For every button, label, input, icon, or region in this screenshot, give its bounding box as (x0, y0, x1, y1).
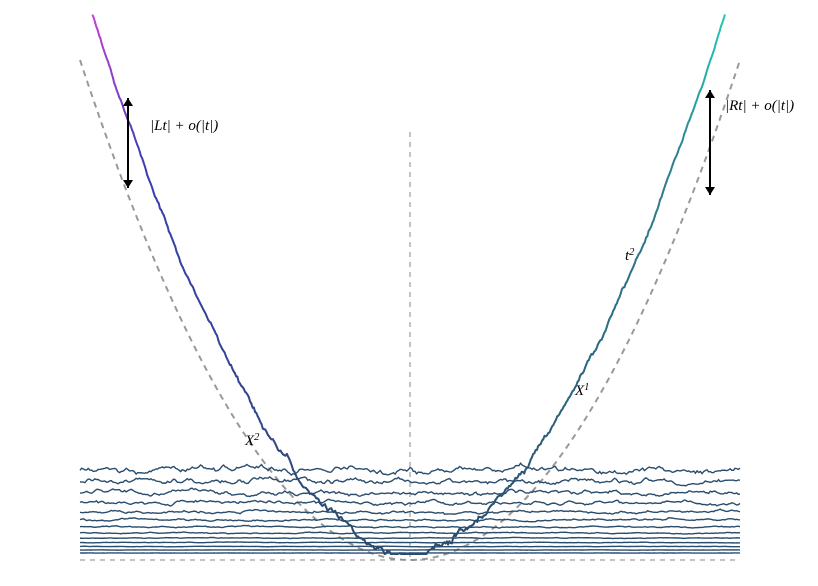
parabola-label: t2 (625, 247, 635, 265)
x2-label: X2 (244, 432, 260, 450)
x1-label: X1 (574, 382, 589, 400)
right-gap-arrow (705, 90, 715, 195)
left-gap-label: |Lt| + o(|t|) (150, 118, 218, 134)
right-gap-label: |Rt| + o(|t|) (725, 98, 794, 114)
lower-line-11 (80, 546, 740, 547)
lower-line-10 (80, 542, 740, 543)
x1-curve (93, 15, 725, 554)
lower-line-9 (80, 537, 740, 538)
lower-line-6 (80, 518, 740, 522)
